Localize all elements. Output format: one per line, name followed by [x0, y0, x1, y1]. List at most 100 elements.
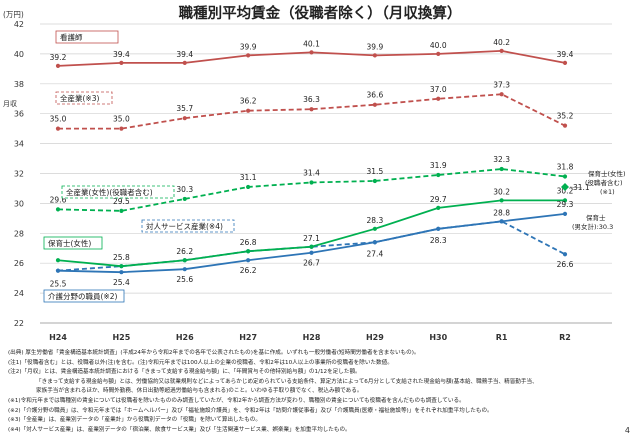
data-point — [309, 250, 314, 255]
data-label: 25.6 — [176, 275, 193, 284]
data-point — [119, 264, 124, 269]
data-point — [562, 174, 568, 179]
footnote: (※1)令和元年までは職種別の賃金については役職者を除いたもののみ調査していたが… — [8, 397, 465, 404]
data-point — [436, 96, 441, 101]
x-tick-label: H26 — [176, 333, 194, 342]
data-point — [182, 116, 187, 121]
data-label: 36.3 — [303, 95, 320, 104]
data-point — [499, 198, 504, 203]
data-label: 26.7 — [303, 259, 320, 268]
data-point — [309, 180, 314, 185]
data-label: 29.3 — [557, 200, 574, 209]
data-label: 29.7 — [430, 195, 447, 204]
data-label: 30.2 — [493, 187, 510, 196]
data-point — [562, 60, 568, 65]
y-tick-label: 34 — [14, 140, 24, 149]
data-label: 40.2 — [493, 38, 510, 47]
data-label: 35.0 — [50, 115, 67, 124]
data-point — [119, 270, 124, 275]
x-tick-label: H28 — [303, 333, 321, 342]
x-tick-label: R1 — [496, 333, 508, 342]
data-point — [55, 268, 61, 273]
data-point — [436, 172, 441, 178]
y-tick-label: 40 — [14, 50, 24, 59]
legend-label: 全産業(女性)(役職者含む) — [66, 187, 153, 197]
data-point — [372, 226, 377, 231]
data-point — [499, 48, 504, 54]
legend-box — [55, 91, 113, 105]
data-label: 40.1 — [303, 39, 320, 48]
data-label: 39.9 — [367, 42, 384, 51]
data-label: 31.9 — [430, 161, 447, 170]
legend-label: 保育士(女性) — [48, 238, 91, 248]
data-point — [309, 50, 314, 55]
data-point — [372, 53, 377, 58]
legend-label: 看護師 — [60, 32, 83, 42]
data-label: 32.3 — [493, 155, 510, 164]
footnote: 家族手当が含まれるほか、時間外勤務、休日出勤等超過労働給与も含まれる)のこと。い… — [36, 388, 363, 395]
data-point — [499, 92, 504, 97]
data-label: 26.6 — [557, 260, 574, 269]
data-point — [562, 123, 568, 128]
data-point — [562, 252, 568, 257]
y-tick-label: 22 — [14, 319, 24, 328]
data-point — [182, 267, 187, 272]
x-tick-label: H24 — [49, 333, 67, 342]
annotation-label: 保育士 — [586, 213, 606, 222]
x-tick-label: H29 — [366, 333, 384, 342]
y-tick-label: 26 — [14, 259, 24, 268]
data-point — [436, 226, 441, 231]
legend-label: 対人サービス産業(※4) — [146, 221, 223, 231]
data-label: 30.2 — [557, 186, 574, 195]
data-label: 26.2 — [176, 247, 193, 256]
data-point — [55, 258, 61, 263]
data-label: 28.8 — [493, 208, 510, 217]
footnote: (※4)「対人サービス産業」は、産業別データの「宿泊業、飲食サービス業」及び「生… — [8, 426, 351, 433]
data-point — [246, 108, 251, 113]
annotation-label: (役職者含む) — [585, 178, 623, 187]
footnote: (※3)「全産業」は、産業別データの「産業計」から役職別データの「役職」を除いて… — [8, 417, 261, 424]
data-point — [246, 249, 251, 254]
data-labels: 39.2 39.4 39.4 39.9 40.1 39.9 40.0 40.2 39.4 35.0… — [50, 38, 574, 289]
data-label: 28.3 — [430, 236, 447, 245]
footnote: (出典) 厚生労働省「賃金構造基本統計調査」(平成24年から令和2年までの各年で… — [8, 350, 420, 356]
data-label: 29.6 — [50, 195, 67, 204]
series-lines — [55, 48, 568, 275]
annotation-leader — [569, 186, 583, 189]
data-point — [182, 196, 187, 202]
diamond-marker — [561, 182, 569, 191]
data-label: 40.0 — [430, 41, 447, 50]
data-point — [562, 211, 568, 216]
data-label: 31.4 — [303, 168, 320, 177]
y-axis-label: 月収 — [3, 100, 17, 108]
data-point — [499, 219, 504, 224]
data-label: 39.4 — [113, 50, 130, 59]
footnote: (注1)「役職者含む」とは、役職者以外(注)を含む。(注)令和元年までは100人… — [8, 359, 393, 366]
data-point — [309, 107, 314, 112]
data-point — [372, 240, 377, 245]
annotation-label: (※1) — [600, 188, 615, 196]
data-point — [182, 60, 187, 65]
y-tick-label: 42 — [14, 20, 24, 29]
data-point — [119, 60, 124, 65]
data-point — [182, 258, 187, 263]
y-tick-labels: 22 24 26 28 30 32 34 36 38 40 42 — [14, 20, 24, 328]
data-point — [119, 126, 124, 131]
grid-lines — [40, 23, 612, 324]
y-tick-label: 38 — [14, 80, 24, 89]
y-tick-label: 32 — [14, 170, 24, 179]
x-tick-labels: H24 H25 H26 H27 H28 H29 H30 R1 R2 — [49, 333, 571, 342]
data-label: 36.6 — [367, 91, 384, 100]
data-point — [246, 258, 251, 263]
data-point — [436, 205, 441, 210]
annotation-label: (男女計):30.3 — [572, 222, 613, 231]
y-tick-label: 28 — [14, 229, 24, 238]
page-number: 4 — [624, 426, 630, 435]
data-point — [372, 102, 377, 107]
y-tick-label: 36 — [14, 110, 24, 119]
data-label: 25.5 — [50, 280, 67, 289]
x-tick-label: R2 — [559, 333, 571, 342]
data-label: 30.3 — [176, 185, 193, 194]
data-label: 31.8 — [557, 162, 574, 171]
